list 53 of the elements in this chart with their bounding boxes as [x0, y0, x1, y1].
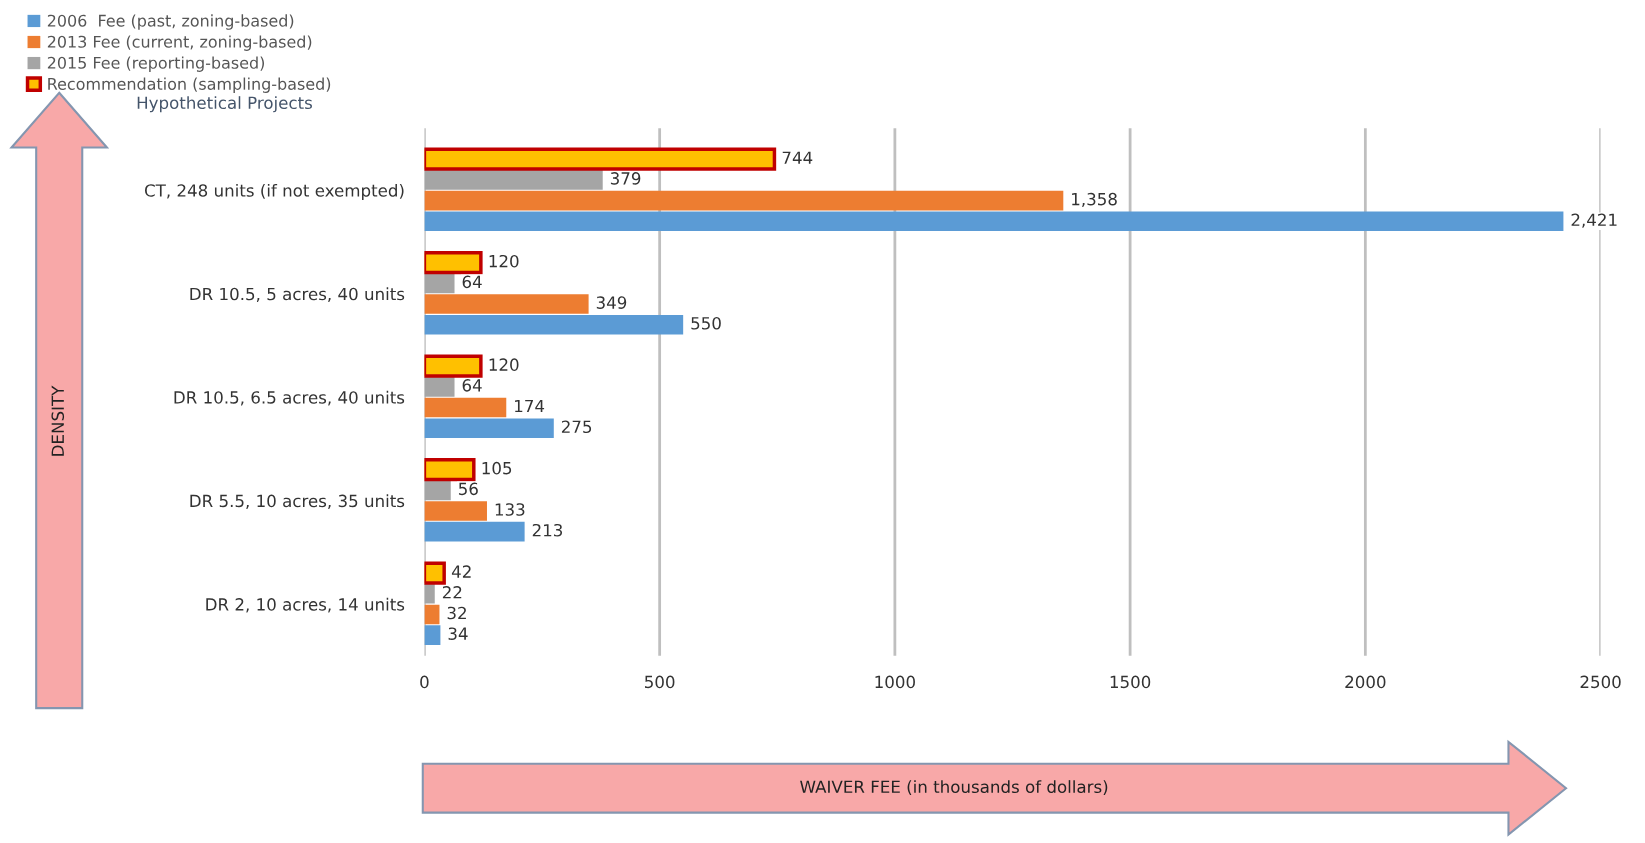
bar	[424, 604, 440, 625]
data-label: 34	[448, 627, 468, 640]
bar	[424, 273, 455, 294]
legend-label: Recommendation (sampling-based)	[48, 77, 331, 93]
bar	[424, 625, 441, 645]
y-tick-label: DR 10.5, 5 acres, 40 units	[190, 287, 405, 302]
data-label: 174	[515, 399, 545, 413]
data-label: 379	[610, 172, 641, 185]
data-label: 64	[462, 379, 482, 392]
y-tick-label: DR 10.5, 6.5 acres, 40 units	[174, 390, 405, 406]
data-label: 2,421	[1571, 213, 1617, 228]
bar	[424, 211, 1564, 232]
bar	[424, 190, 1064, 211]
bar	[424, 418, 554, 439]
data-label: 56	[458, 482, 478, 496]
legend-label: 2015 Fee (reporting-based)	[47, 56, 265, 72]
y-axis-title: Hypothetical Projects	[137, 96, 312, 113]
data-label: 550	[691, 316, 721, 330]
data-label: 32	[447, 606, 466, 620]
data-label: 1,358	[1072, 192, 1117, 208]
data-label: 105	[482, 461, 512, 475]
data-label: 42	[451, 565, 471, 578]
bar	[424, 314, 684, 335]
data-label: 133	[495, 503, 525, 516]
bar	[424, 521, 525, 542]
data-label: 349	[596, 296, 627, 309]
bar	[424, 397, 507, 418]
data-label: 275	[561, 420, 592, 434]
data-label: 64	[462, 275, 482, 289]
text: WAIVER FEE (in thousands of dollars)	[800, 780, 1108, 795]
bar	[424, 294, 589, 314]
x-tick-label: 500	[645, 675, 675, 689]
x-tick-label: 0	[420, 675, 429, 689]
bar	[424, 501, 487, 521]
x-tick-label: 2000	[1345, 675, 1386, 689]
y-tick-label: CT, 248 units (if not exempted)	[144, 183, 404, 201]
y-tick-label: DR 2, 10 acres, 14 units	[206, 597, 405, 613]
legend-label: 2006 Fee (past, zoning-based)	[47, 14, 294, 30]
data-label: 120	[489, 254, 519, 268]
data-label: 744	[782, 151, 813, 164]
data-label: 22	[442, 586, 462, 599]
bar	[424, 480, 451, 501]
legend-label: 2013 Fee (current, zoning-based)	[47, 35, 312, 51]
bar	[424, 583, 435, 604]
data-label: 120	[489, 358, 519, 371]
x-tick-label: 1500	[1110, 675, 1151, 689]
text: DENSITY	[51, 385, 65, 456]
x-tick-label: 1000	[875, 675, 915, 689]
data-label: 213	[532, 523, 563, 537]
bar	[424, 376, 455, 397]
y-tick-label: DR 5.5, 10 acres, 35 units	[190, 494, 405, 509]
bar	[424, 170, 603, 190]
x-tick-label: 2500	[1580, 675, 1621, 689]
